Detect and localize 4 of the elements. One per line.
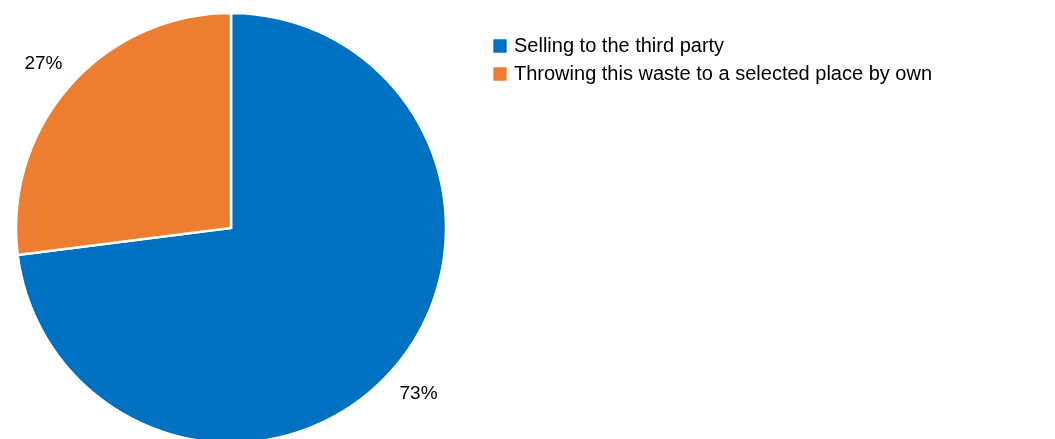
legend-label: Selling to the third party: [514, 34, 725, 56]
data-label: 73%: [399, 382, 438, 404]
data-label: 27%: [24, 51, 63, 73]
legend-label: Throwing this waste to a selected place by own: [514, 62, 932, 84]
